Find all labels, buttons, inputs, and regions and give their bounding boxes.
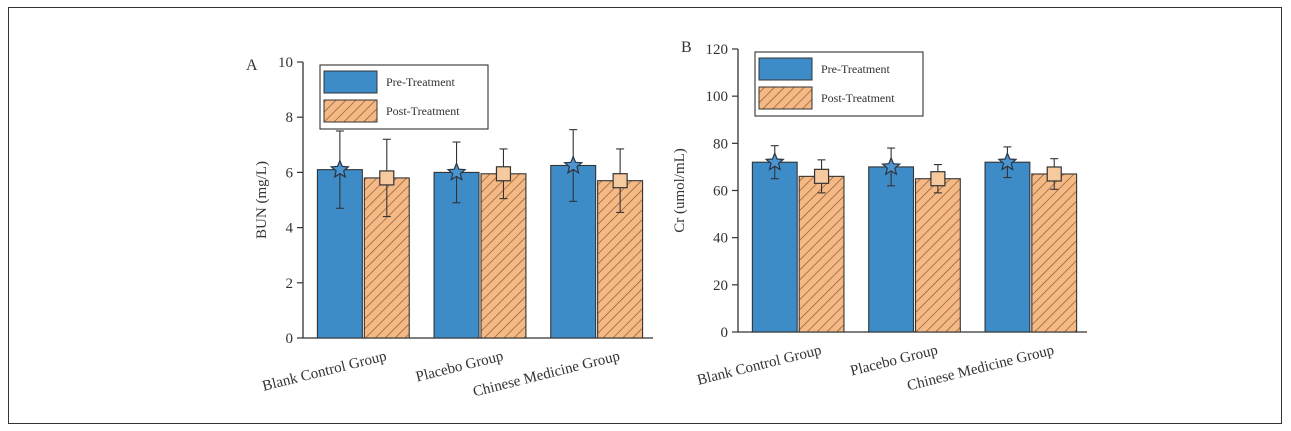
square-marker [813,168,830,184]
legend-swatch [323,99,378,123]
bar-pre [751,161,798,333]
y-tick-label: 80 [713,136,728,152]
bar-post [914,178,961,333]
category-label: Blank Control Group [261,348,389,394]
y-tick-label: 2 [286,276,294,292]
bar-post [798,175,845,333]
star-marker [329,159,350,179]
star-marker [446,161,467,181]
legend-swatch [323,70,378,94]
legend-swatch [758,86,813,110]
y-tick-label: 10 [278,55,293,71]
y-tick-label: 20 [713,278,728,294]
legend-label: Pre-Treatment [821,62,891,76]
legend-label: Post-Treatment [821,91,895,105]
y-tick-label: 4 [286,221,294,237]
y-axis-label: BUN (mg/L) [254,161,270,239]
panel-label: A [246,57,258,74]
chart-panel-b: B 0 20 40 60 80 100 120 Cr (umol/mL) Blank Contro… [672,39,1087,394]
bar-post [597,180,644,339]
bar-post [1031,173,1078,333]
star-marker [764,151,785,171]
legend-swatch [758,57,813,81]
legend-label: Post-Treatment [386,104,460,118]
y-tick-label: 100 [706,89,729,105]
category-label: Blank Control Group [696,342,824,388]
y-tick-label: 0 [286,331,294,347]
square-marker [495,166,512,182]
square-marker [1046,166,1062,182]
bar-pre [984,161,1031,333]
square-marker [612,173,628,189]
y-axis-label: Cr (umol/mL) [672,148,688,233]
square-marker [930,171,946,187]
star-marker [880,156,902,176]
legend-label: Pre-Treatment [386,75,456,89]
bar-pre [868,166,915,333]
y-tick-label: 60 [713,184,728,200]
star-marker [563,154,584,175]
y-tick-label: 6 [286,165,294,181]
bar-post [480,173,527,339]
star-marker [997,151,1018,171]
y-tick-label: 40 [713,231,728,247]
square-marker [379,170,395,186]
panel-label: B [681,39,692,56]
y-tick-label: 120 [706,42,729,58]
y-tick-label: 0 [721,325,729,341]
y-tick-label: 8 [286,110,294,126]
